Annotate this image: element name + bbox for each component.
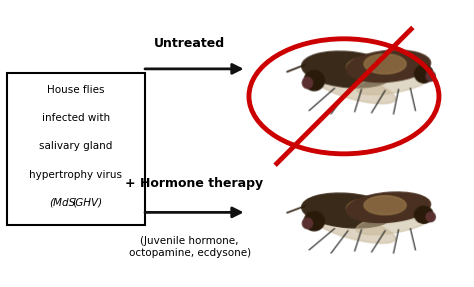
- Text: salivary gland: salivary gland: [39, 141, 112, 152]
- Text: Untreated: Untreated: [154, 36, 225, 50]
- Text: infected with: infected with: [42, 113, 110, 123]
- FancyBboxPatch shape: [7, 73, 145, 225]
- Text: (Juvenile hormone,
octopamine, ecdysone): (Juvenile hormone, octopamine, ecdysone): [128, 236, 251, 258]
- Text: House flies: House flies: [47, 85, 105, 95]
- Text: hypertrophy virus: hypertrophy virus: [29, 170, 122, 180]
- Text: + Hormone therapy: + Hormone therapy: [125, 177, 264, 190]
- Text: (: (: [72, 198, 76, 208]
- Text: (MdSGHV): (MdSGHV): [49, 198, 102, 208]
